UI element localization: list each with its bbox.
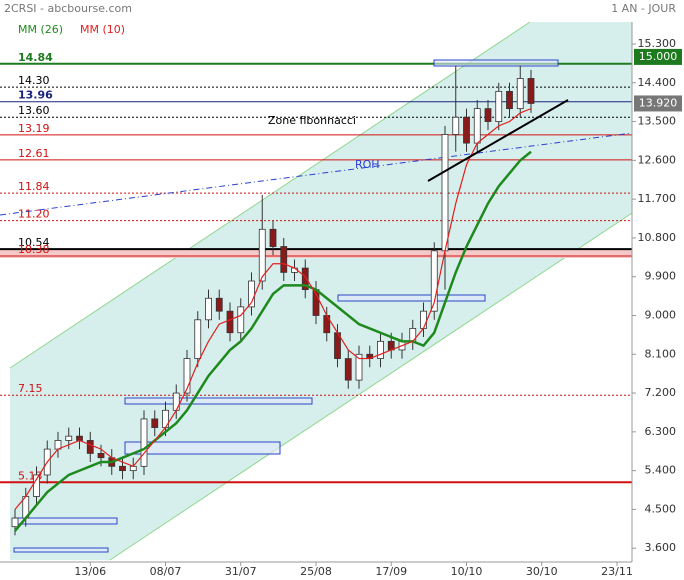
candle-body: [11, 517, 19, 528]
y-tick-label: 10.800: [638, 231, 677, 244]
candle-body: [76, 435, 83, 441]
annotation: Zone fibonnacci: [268, 114, 356, 127]
roh-line: [0, 132, 633, 216]
x-tick-label: 25/08: [300, 565, 332, 578]
level-label: 13.19: [18, 122, 50, 135]
candle-body: [97, 452, 105, 459]
level-label: 13.96: [18, 89, 53, 102]
level-label: 13.60: [18, 104, 50, 117]
candle-body: [172, 392, 180, 411]
level-label: 12.61: [18, 147, 50, 160]
candle-body: [484, 108, 492, 122]
candle-body: [140, 418, 148, 467]
x-tick-label: 13/06: [74, 565, 106, 578]
candle-body: [441, 134, 449, 252]
candle-body: [86, 440, 94, 454]
box: [433, 59, 559, 67]
ma-line: [14, 108, 532, 510]
y-tick-label: 5.400: [645, 464, 677, 477]
candle-body: [463, 116, 470, 144]
x-tick-label: 31/07: [225, 565, 257, 578]
candle-body: [355, 353, 363, 381]
x-tick-label: 10/10: [451, 565, 483, 578]
legend-entry: MM (26): [18, 23, 63, 36]
box: [337, 294, 486, 302]
level-label: 14.30: [18, 74, 50, 87]
candle-body: [269, 228, 277, 247]
candle-body: [129, 465, 137, 472]
candle-body: [215, 297, 223, 312]
box: [13, 517, 118, 525]
level-label: 10.54: [18, 236, 50, 249]
level-label: 10.38: [18, 243, 50, 256]
candle-body: [377, 340, 384, 359]
candle-body: [258, 228, 266, 282]
candle-body: [452, 116, 460, 135]
channel: [10, 22, 632, 560]
y-tick-label: 4.500: [645, 502, 677, 515]
level-label: 11.20: [18, 208, 50, 221]
x-tick-label: 08/07: [150, 565, 182, 578]
y-tick-label: 7.200: [645, 386, 677, 399]
y-tick-label: 8.100: [645, 347, 677, 360]
box: [13, 547, 109, 553]
candle-body: [205, 297, 212, 321]
y-tick-label: 12.600: [638, 153, 677, 166]
price-tag-label: 13.920: [639, 96, 678, 109]
annotation: ROH: [355, 158, 380, 171]
y-tick-label: 3.600: [645, 541, 677, 554]
channel-bottom: [109, 212, 632, 561]
candle-body: [516, 78, 524, 110]
candle-body: [280, 246, 288, 273]
candle-body: [237, 306, 245, 334]
boxes: [13, 59, 559, 553]
candle-body: [33, 474, 40, 497]
candle-body: [194, 319, 202, 359]
price-tag: [634, 48, 682, 65]
candle-body: [527, 78, 535, 104]
legend-entry: MM (10): [80, 23, 125, 36]
candle-body: [473, 108, 481, 144]
candle-body: [183, 358, 191, 394]
y-tick-label: 14.400: [638, 76, 677, 89]
candle-body: [226, 310, 234, 334]
price-tag-label: 15.000: [639, 50, 678, 63]
box: [124, 397, 313, 405]
candle-body: [495, 90, 503, 122]
y-tick-label: 11.700: [638, 192, 677, 205]
ma-line: [14, 150, 532, 532]
price-tag: [634, 95, 682, 112]
candle-body: [151, 418, 159, 428]
level-label: 7.15: [18, 382, 43, 395]
y-tick-label: 13.500: [638, 115, 677, 128]
zone-band: [0, 250, 632, 258]
candle-body: [430, 250, 438, 312]
x-tick-label: 30/10: [526, 565, 558, 578]
chart-title: 2CRSI - abcbourse.com: [4, 2, 132, 15]
x-tick-label: 17/09: [375, 565, 407, 578]
channel-top: [9, 22, 531, 369]
candle-body: [506, 90, 513, 110]
y-tick-label: 9.900: [645, 270, 677, 283]
level-label: 11.84: [18, 180, 50, 193]
candle-body: [420, 310, 427, 329]
trendline: [427, 99, 569, 182]
y-tick-label: 6.300: [645, 425, 677, 438]
y-tick-label: 15.300: [638, 37, 677, 50]
candle-body: [65, 435, 73, 441]
y-tick-label: 9.000: [645, 308, 677, 321]
x-tick-label: 23/11: [601, 565, 633, 578]
level-label: 14.84: [18, 51, 53, 64]
candle-body: [344, 358, 352, 381]
candle-body: [301, 267, 309, 291]
chart-subtitle: 1 AN - JOUR: [611, 2, 676, 15]
candle-body: [119, 465, 126, 472]
box: [124, 441, 281, 455]
